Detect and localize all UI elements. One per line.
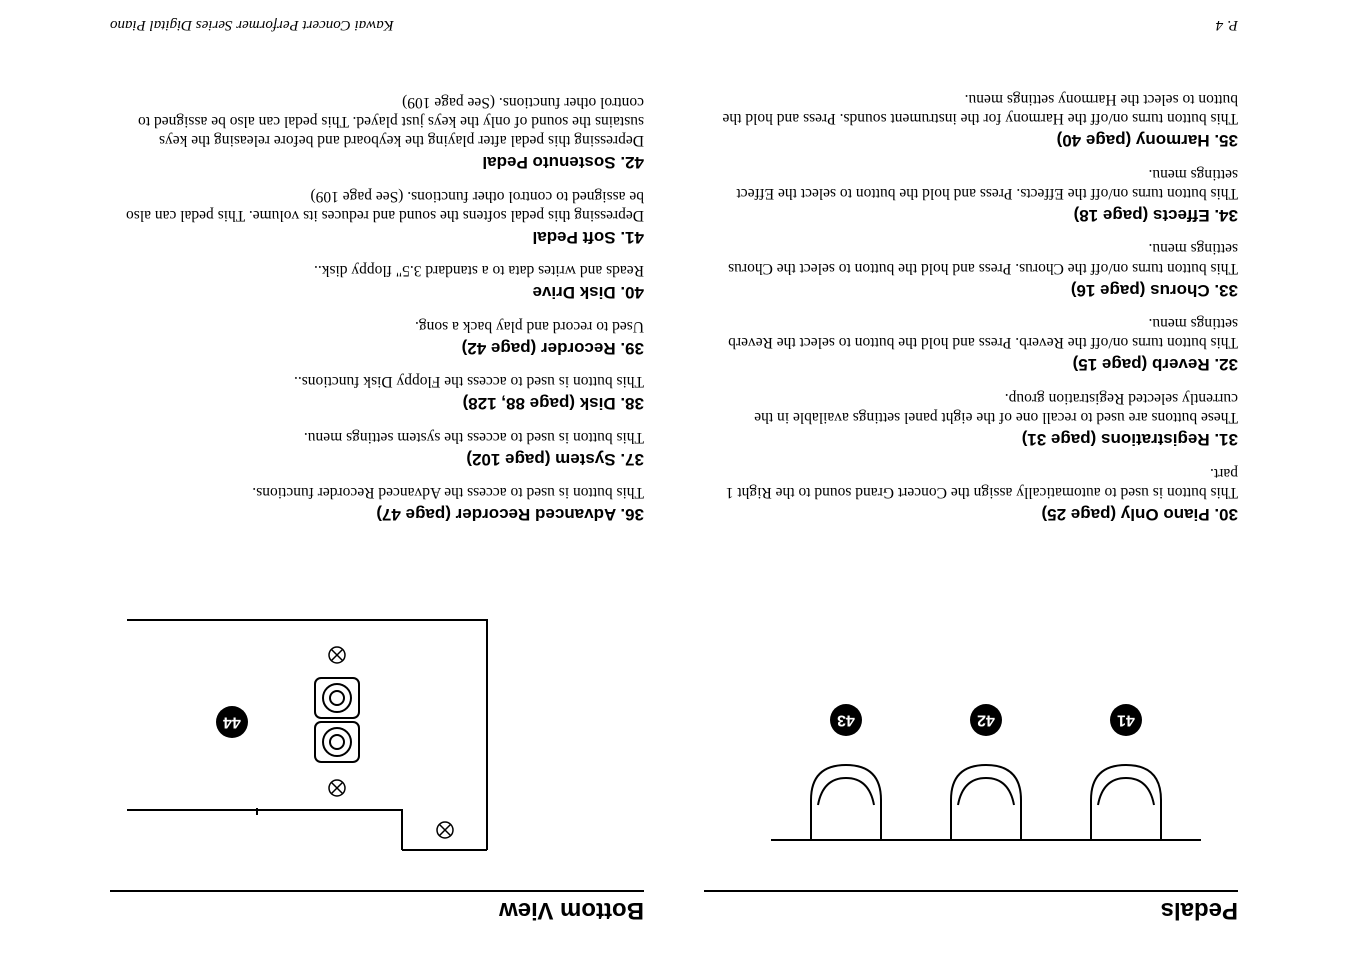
entry-body: This button turns on/off the Harmony for… (704, 90, 1238, 129)
pedals-section: Pedals (704, 544, 1238, 924)
entry-title: 30. Piano Only (page 25) (704, 504, 1238, 524)
entry-body: This button is used to access the Floppy… (110, 372, 644, 391)
manual-entry: 38. Disk (page 88, 128) This button is us… (110, 372, 644, 413)
entry-title: 31. Registrations (page 31) (704, 429, 1238, 449)
svg-text:43: 43 (837, 712, 855, 729)
entry-title: 36. Advanced Recorder (page 47) (110, 504, 644, 524)
entry-body: This button turns on/off the Reverb. Pre… (704, 314, 1238, 353)
entry-body: Used to record and play back a song. (110, 317, 644, 336)
entry-title: 37. System (page 102) (110, 449, 644, 469)
entry-title: 40. Disk Drive (110, 283, 644, 303)
diagrams-row: Pedals (110, 544, 1238, 924)
bottom-view-diagram: 44 (110, 590, 644, 870)
manual-entry: 36. Advanced Recorder (page 47) This butt… (110, 483, 644, 524)
entry-body: This button turns on/off the Chorus. Pre… (704, 239, 1238, 278)
number-badge: 42 (970, 704, 1002, 736)
entry-title: 34. Effects (page 18) (704, 205, 1238, 225)
bottom-view-section: Bottom View (110, 544, 644, 924)
entry-body: Depressing this pedal softens the sound … (110, 186, 644, 225)
pedals-title: Pedals (704, 890, 1238, 924)
number-badge: 41 (1110, 704, 1142, 736)
entry-title: 32. Reverb (page 15) (704, 355, 1238, 375)
entry-body: These buttons are used to recall one of … (704, 389, 1238, 428)
manual-entry: 37. System (page 102) This button is used… (110, 427, 644, 468)
page-number: P. 4 (1216, 16, 1238, 33)
svg-text:44: 44 (223, 714, 241, 731)
screw-1 (437, 822, 453, 838)
entry-title: 38. Disk (page 88, 128) (110, 393, 644, 413)
entry-title: 39. Recorder (page 42) (110, 338, 644, 358)
manual-entry: 42. Sostenuto PedalDepressing this pedal… (110, 92, 644, 172)
text-columns: 30. Piano Only (page 25)This button is u… (110, 20, 1238, 544)
pedals-svg: 41 42 43 (704, 590, 1238, 870)
number-badge: 43 (830, 704, 862, 736)
entry-body: Depressing this pedal after playing the … (110, 92, 644, 150)
page-container: Pedals (0, 0, 1348, 954)
entry-body: This button is used to automatically ass… (704, 463, 1238, 502)
screw-2 (329, 780, 345, 796)
left-text-column: 30. Piano Only (page 25)This button is u… (704, 20, 1238, 524)
manual-entry: 34. Effects (page 18)This button turns o… (704, 164, 1238, 225)
svg-text:42: 42 (977, 712, 995, 729)
manual-entry: 30. Piano Only (page 25)This button is u… (704, 463, 1238, 524)
manual-entry: 39. Recorder (page 42) Used to record and… (110, 317, 644, 358)
manual-entry: 33. Chorus (page 16)This button turns on… (704, 239, 1238, 300)
right-text-column: 36. Advanced Recorder (page 47) This butt… (110, 20, 644, 524)
pedals-diagram: 41 42 43 (704, 590, 1238, 870)
entry-title: 35. Harmony (page 40) (704, 130, 1238, 150)
entry-body: This button is used to access the system… (110, 427, 644, 446)
screw-3 (329, 647, 345, 663)
entry-body: Reads and writes data to a standard 3.5"… (110, 261, 644, 280)
bottom-view-title: Bottom View (110, 890, 644, 924)
doc-title: Kawai Concert Performer Series Digital P… (110, 16, 394, 33)
entry-title: 41. Soft Pedal (110, 227, 644, 247)
entry-title: 42. Sostenuto Pedal (110, 152, 644, 172)
manual-entry: 32. Reverb (page 15)This button turns on… (704, 314, 1238, 375)
manual-entry: 40. Disk Drive Reads and writes data to a… (110, 261, 644, 302)
entry-body: This button is used to access the Advanc… (110, 483, 644, 502)
page-footer: P. 4 Kawai Concert Performer Series Digi… (0, 16, 1348, 33)
entry-title: 33. Chorus (page 16) (704, 280, 1238, 300)
knob-bottom (315, 678, 359, 718)
pedal-3 (811, 765, 881, 840)
manual-entry: 31. Registrations (page 31)These buttons… (704, 389, 1238, 450)
knob-top (315, 722, 359, 762)
manual-entry: 35. Harmony (page 40)This button turns o… (704, 90, 1238, 151)
bottom-view-svg: 44 (110, 590, 644, 870)
pedal-2 (951, 765, 1021, 840)
number-badge: 44 (216, 706, 248, 738)
pedal-1 (1091, 765, 1161, 840)
manual-entry: 41. Soft PedalDepressing this pedal soft… (110, 186, 644, 247)
entry-body: This button turns on/off the Effects. Pr… (704, 164, 1238, 203)
svg-text:41: 41 (1117, 712, 1135, 729)
